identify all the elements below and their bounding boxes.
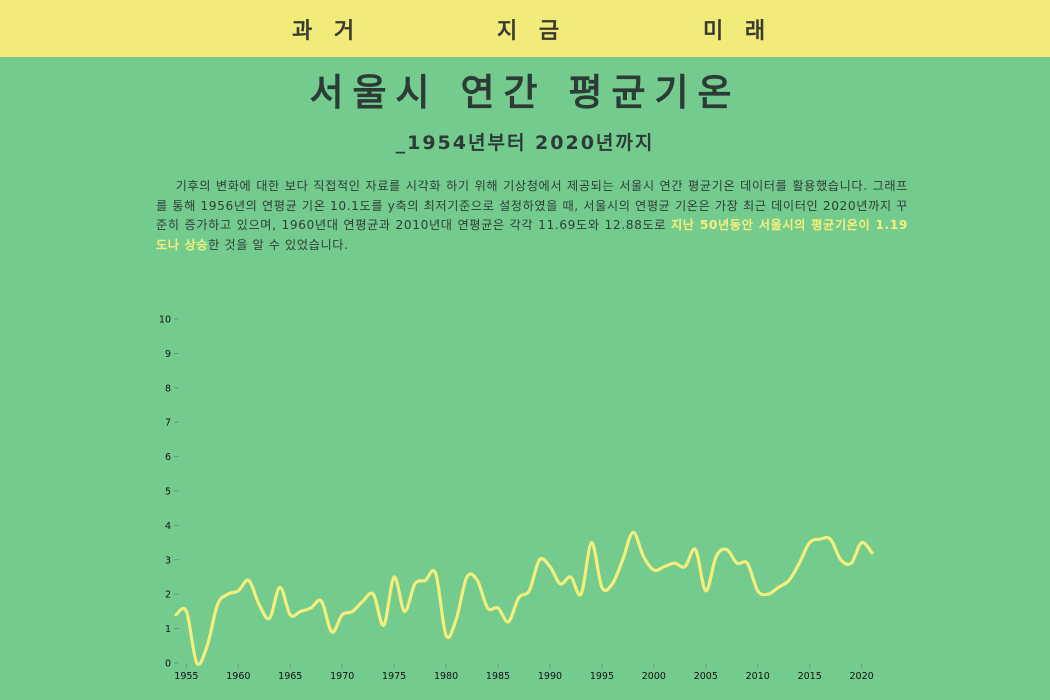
- x-axis: 1955 1960 1965 1970 1975 1980 1985 1990 1995 2000…: [174, 664, 874, 682]
- x-tick-label: 1965: [278, 671, 302, 682]
- x-tick-label: 1985: [486, 671, 510, 682]
- x-tick-label: 1960: [226, 671, 250, 682]
- x-tick-label: 1955: [174, 671, 198, 682]
- description-text-end: 한 것을 알 수 있었습니다.: [208, 237, 349, 252]
- y-tick-label: 0: [165, 659, 171, 670]
- y-tick-label: 5: [165, 487, 171, 498]
- y-tick-label: 10: [159, 315, 171, 326]
- y-tick-label: 8: [165, 383, 171, 394]
- x-tick-label: 2005: [694, 671, 718, 682]
- y-tick-label: 2: [165, 590, 171, 601]
- y-tick-label: 3: [165, 555, 171, 566]
- x-tick-label: 2020: [850, 671, 874, 682]
- x-tick-label: 1990: [538, 671, 562, 682]
- description-text: 기후의 변화에 대한 보다 직접적인 자료를 시각화 하기 위해 기상청에서 제…: [156, 179, 908, 233]
- y-tick-label: 4: [165, 521, 171, 532]
- y-tick-label: 1: [165, 624, 171, 635]
- description-highlight: 지난 50년동안 서울시의 평균기온이 1.19도나 상승: [156, 218, 908, 252]
- y-tick-label: 7: [165, 418, 171, 429]
- x-tick-label: 1980: [434, 671, 458, 682]
- top-nav: 과 거 지 금 미 래: [0, 0, 1050, 57]
- x-tick-label: 2010: [746, 671, 770, 682]
- x-tick-label: 1975: [382, 671, 406, 682]
- nav-item-present[interactable]: 지 금: [497, 19, 567, 44]
- page-title: 서울시 연간 평균기온: [309, 71, 741, 114]
- x-tick-label: 2000: [642, 671, 666, 682]
- y-tick-label: 9: [165, 349, 171, 360]
- x-tick-label: 1970: [330, 671, 354, 682]
- x-tick-label: 2015: [798, 671, 822, 682]
- series-line: [174, 530, 874, 666]
- page-subtitle: _1954년부터 2020년까지: [395, 132, 655, 154]
- y-tick-label: 6: [165, 452, 171, 463]
- nav-item-future[interactable]: 미 래: [703, 19, 773, 44]
- nav-item-past[interactable]: 과 거: [292, 19, 362, 44]
- description-paragraph: 기후의 변화에 대한 보다 직접적인 자료를 시각화 하기 위해 기상청에서 제…: [156, 177, 908, 255]
- x-tick-label: 1995: [590, 671, 614, 682]
- y-axis: 0 1 2 3 4 5 6 7 8 9 10: [159, 315, 179, 670]
